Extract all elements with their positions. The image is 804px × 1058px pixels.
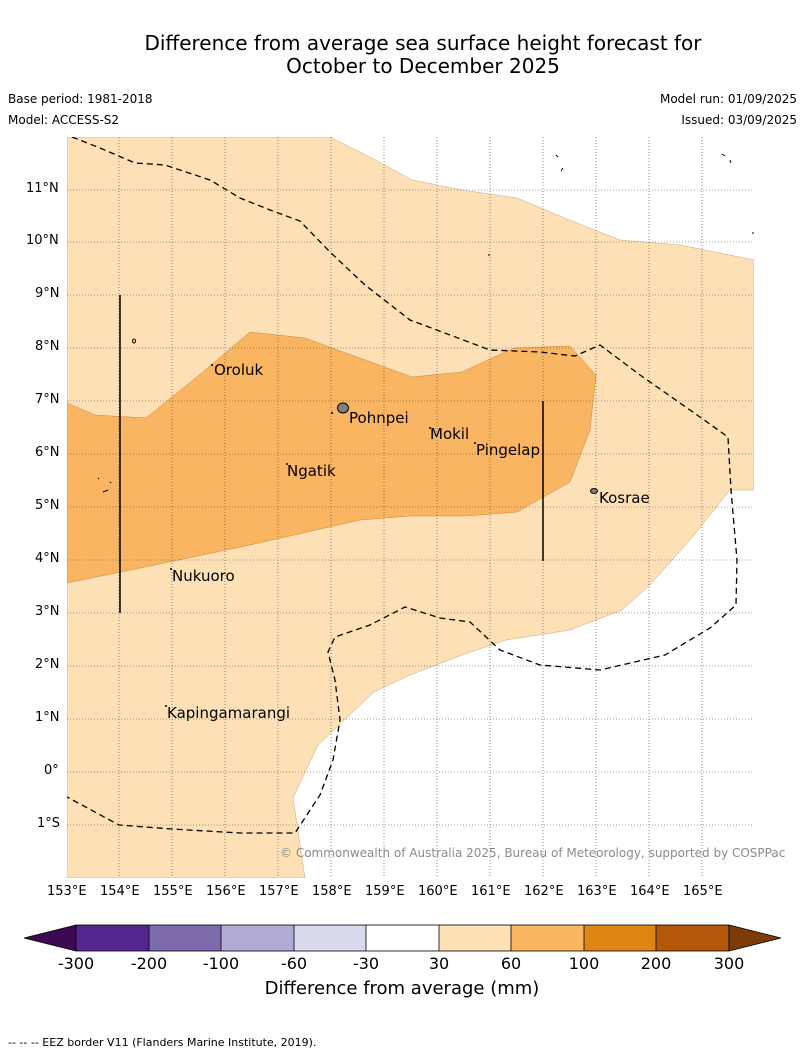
colorbar-segment	[23, 924, 77, 952]
colorbar-label: 60	[500, 954, 522, 973]
islet	[331, 412, 333, 414]
colorbar-label: -60	[280, 954, 308, 973]
place-label-nukuoro: Nukuoro	[172, 567, 235, 585]
anomaly-region-60-100	[67, 331, 597, 584]
lon-label: 155°E	[153, 884, 193, 899]
colorbar-segment	[728, 924, 782, 952]
islet	[555, 154, 564, 172]
lat-label: 1°S	[37, 816, 61, 831]
place-label-kosrae: Kosrae	[599, 489, 650, 507]
lat-label: 8°N	[35, 339, 60, 354]
graticule	[67, 137, 754, 878]
colorbar-label: -100	[202, 954, 240, 973]
lon-label: 165°E	[683, 884, 723, 899]
colorbar-title: Difference from average (mm)	[264, 978, 540, 999]
lat-label: 7°N	[35, 392, 60, 407]
place-label-pohnpei: Pohnpei	[349, 409, 409, 427]
copyright-notice: © Commonwealth of Australia 2025, Bureau…	[280, 846, 786, 860]
eez-border-north	[67, 137, 738, 834]
model-run: Model run: 01/09/2025	[659, 92, 797, 106]
lon-label: 163°E	[577, 884, 617, 899]
place-label-kapingamarangi: Kapingamarangi	[167, 704, 291, 722]
colorbar-segment	[294, 925, 366, 951]
oroluk-atoll	[211, 364, 213, 366]
lat-label: 3°N	[35, 604, 60, 619]
colorbar-segment	[511, 925, 584, 951]
colorbar-segment	[439, 925, 511, 951]
islet	[132, 338, 136, 344]
eez-footnote: -- -- -- EEZ border V11 (Flanders Marine…	[8, 1036, 317, 1049]
ngatik-atoll	[286, 463, 288, 465]
lat-label: 6°N	[35, 445, 60, 460]
colorbar-segment	[656, 925, 729, 951]
lat-label: 0°	[44, 763, 59, 778]
colorbar-segment	[76, 925, 149, 951]
lat-label: 9°N	[35, 286, 60, 301]
lat-label: 4°N	[35, 551, 60, 566]
lat-label: 5°N	[35, 498, 60, 513]
colorbar-label: 200	[640, 954, 672, 973]
lon-label: 160°E	[418, 884, 458, 899]
lon-label: 157°E	[259, 884, 299, 899]
colorbar-label: -200	[130, 954, 168, 973]
map-area	[67, 137, 754, 878]
colorbar-segment	[149, 925, 221, 951]
colorbar-label: 30	[428, 954, 450, 973]
title-line-1: Difference from average sea surface heig…	[144, 31, 702, 55]
lon-label: 164°E	[630, 884, 670, 899]
lat-label: 10°N	[26, 233, 59, 248]
lon-label: 161°E	[471, 884, 511, 899]
base-period: Base period: 1981-2018	[8, 92, 153, 106]
lat-label: 2°N	[35, 657, 60, 672]
pohnpei-island	[337, 402, 349, 414]
lon-label: 153°E	[47, 884, 87, 899]
lon-label: 156°E	[206, 884, 246, 899]
place-label-pingelap: Pingelap	[476, 441, 541, 459]
colorbar-segment	[221, 925, 294, 951]
kapingamarangi-atoll	[165, 705, 167, 707]
map-title: Difference from average sea surface heig…	[0, 32, 804, 78]
colorbar	[23, 924, 782, 952]
place-label-ngatik: Ngatik	[287, 462, 336, 480]
lon-label: 154°E	[100, 884, 140, 899]
colorbar-segment	[366, 925, 439, 951]
islet	[97, 477, 112, 493]
lat-label: 1°N	[35, 710, 60, 725]
title-line-2: October to December 2025	[286, 54, 560, 78]
colorbar-label: -30	[352, 954, 380, 973]
lon-label: 162°E	[524, 884, 564, 899]
colorbar-segment	[584, 925, 656, 951]
model-name: Model: ACCESS-S2	[8, 113, 120, 127]
kosrae-island	[590, 488, 598, 494]
mokil-atoll	[429, 427, 431, 429]
lon-label: 158°E	[312, 884, 352, 899]
colorbar-label: 300	[713, 954, 745, 973]
islet	[721, 153, 732, 164]
colorbar-label: -300	[57, 954, 95, 973]
nukuoro-atoll	[170, 568, 172, 570]
pingelap-atoll	[474, 442, 476, 444]
lon-label: 159°E	[365, 884, 405, 899]
colorbar-label: 100	[568, 954, 600, 973]
issued-date: Issued: 03/09/2025	[681, 113, 797, 127]
place-label-mokil: Mokil	[430, 425, 470, 443]
place-label-oroluk: Oroluk	[214, 361, 264, 379]
lat-label: 11°N	[26, 181, 59, 196]
